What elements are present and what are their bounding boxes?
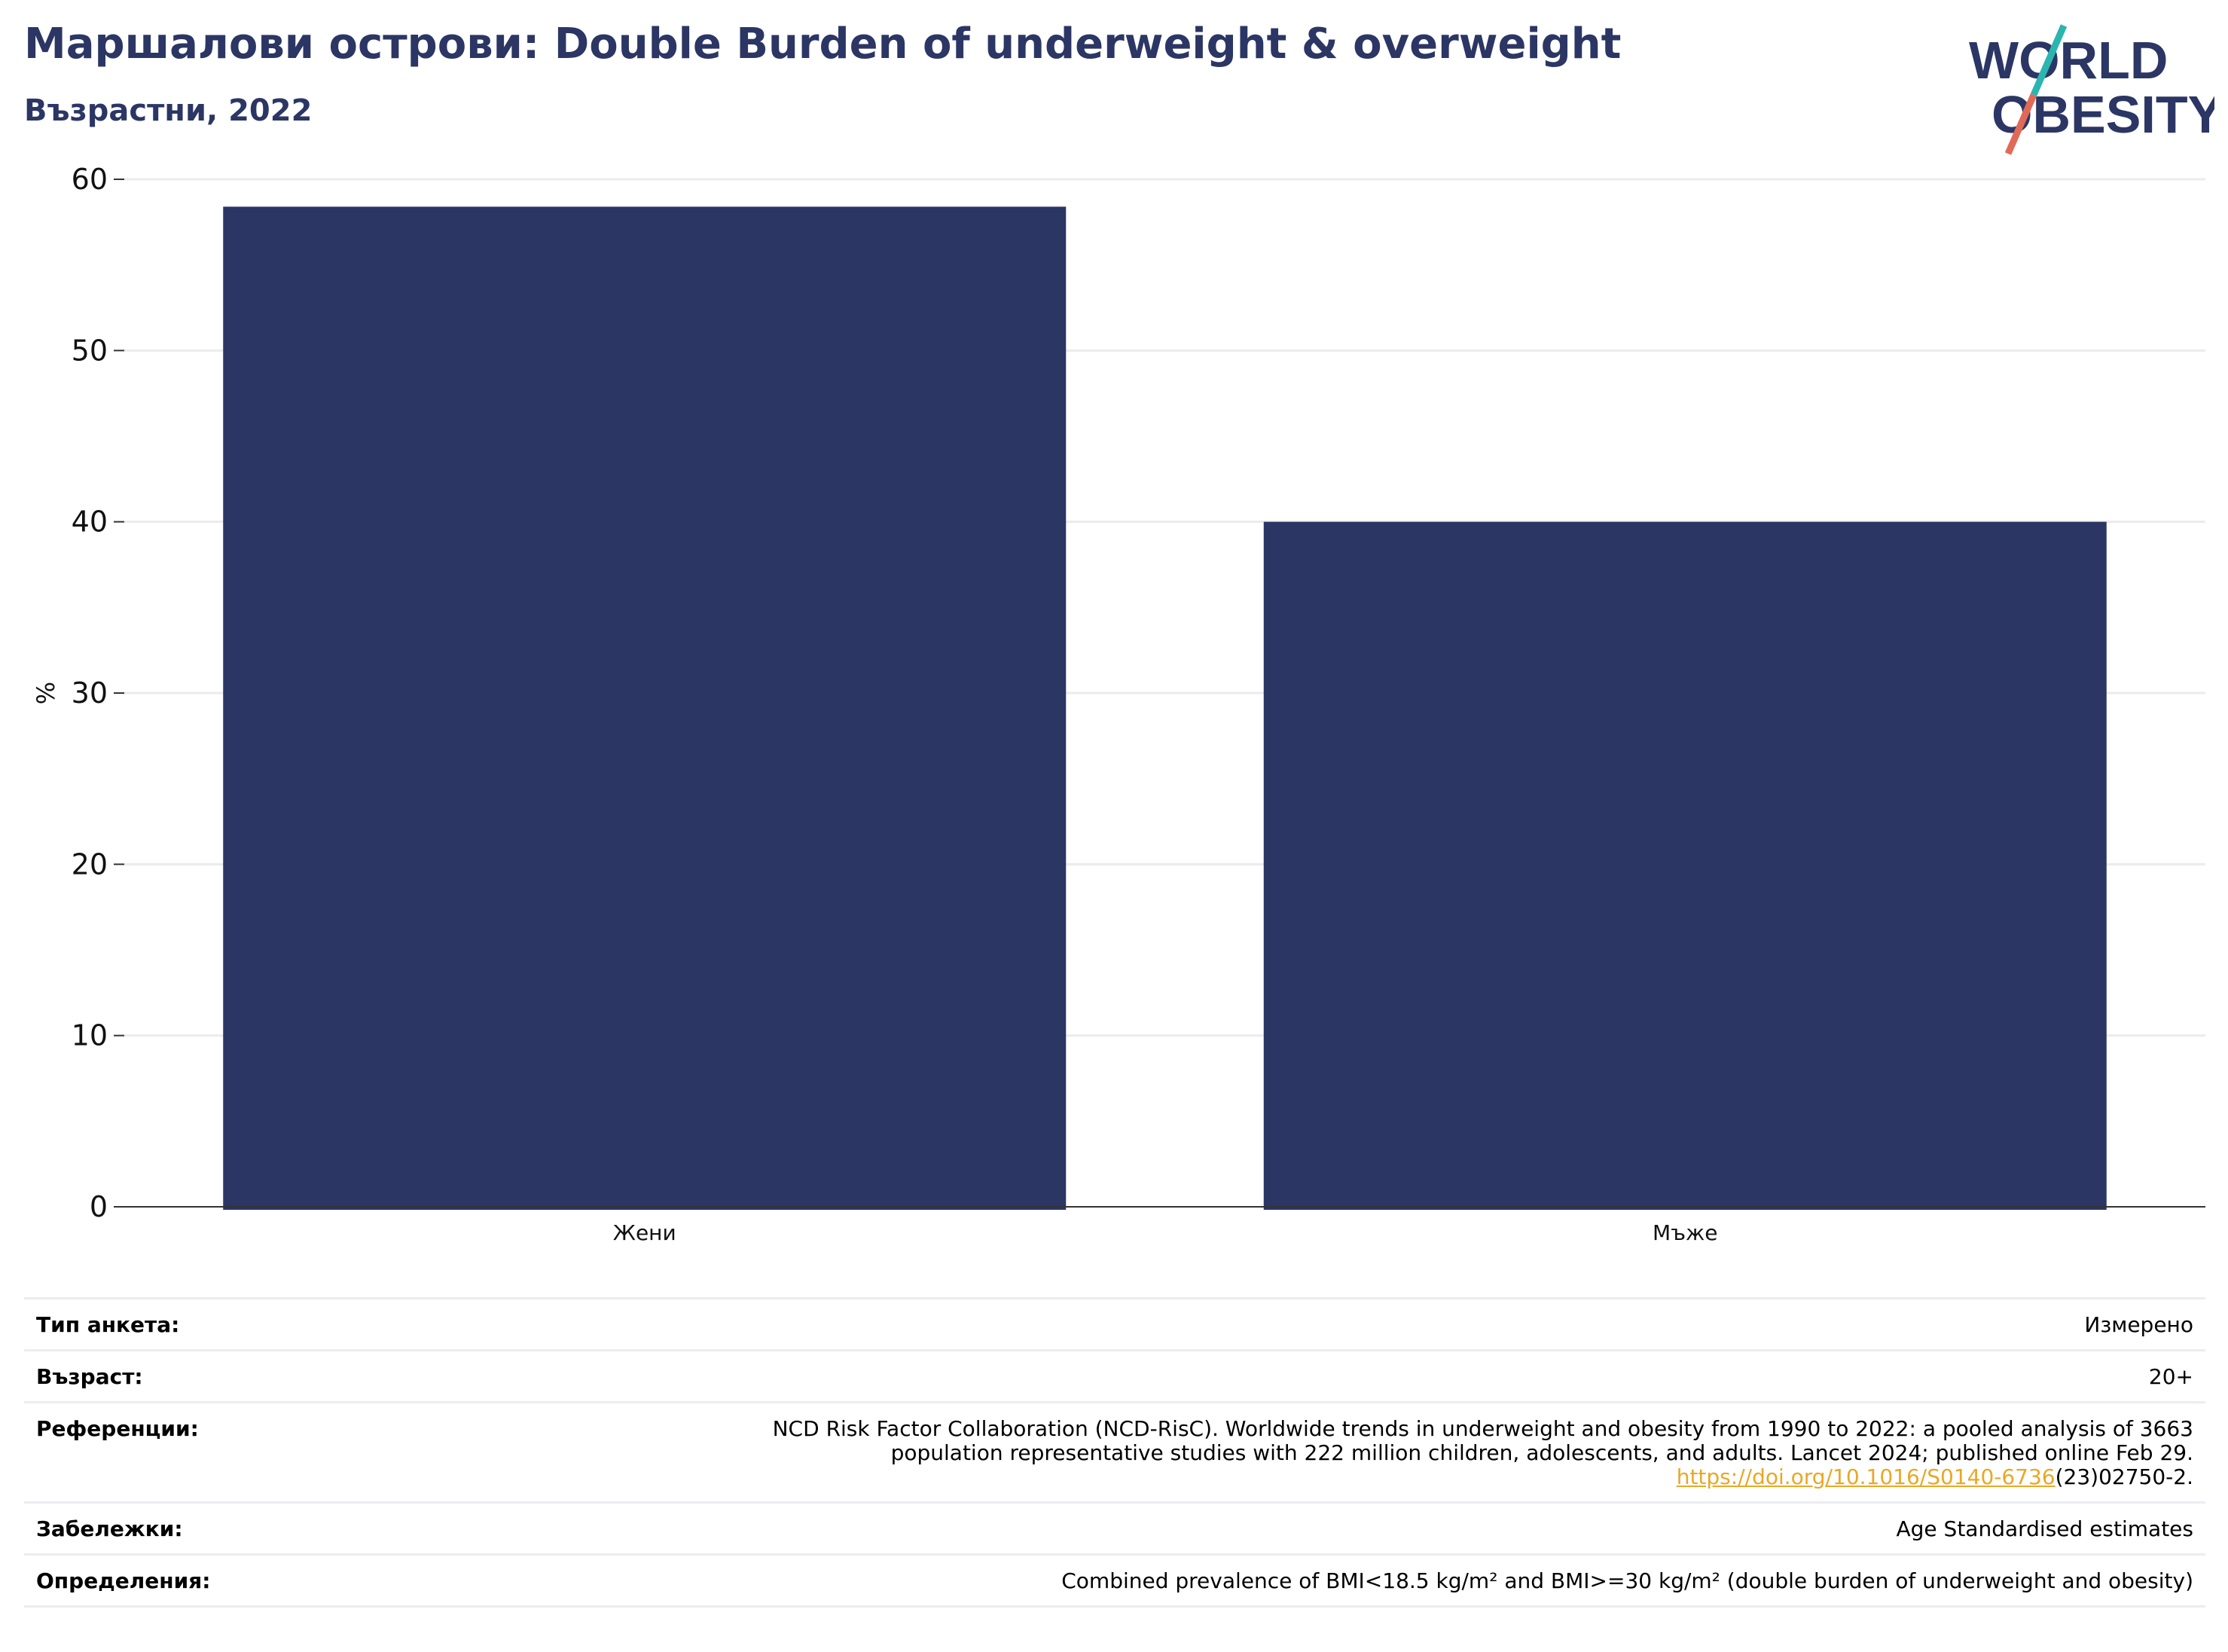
bar bbox=[1263, 521, 2107, 1210]
chart-title: Маршалови острови: Double Burden of unde… bbox=[24, 20, 1622, 69]
meta-row-survey: Тип анкета: Измерено bbox=[24, 1297, 2205, 1349]
x-tick-label: Жени bbox=[613, 1220, 676, 1245]
age-label: Възраст: bbox=[36, 1364, 143, 1389]
definitions-value: Combined prevalence of BMI<18.5 kg/m² an… bbox=[1061, 1568, 2193, 1593]
logo-slash-teal bbox=[2030, 24, 2068, 96]
references-doi-link[interactable]: https://doi.org/10.1016/S0140-6736 bbox=[1676, 1464, 2056, 1489]
y-axis-label: % bbox=[32, 682, 60, 704]
y-tick-label: 50 bbox=[72, 334, 108, 367]
chart-subtitle: Възрастни, 2022 bbox=[24, 93, 313, 128]
survey-type-value: Измерено bbox=[2084, 1312, 2193, 1337]
y-tick-label: 60 bbox=[72, 163, 108, 196]
references-line-1: NCD Risk Factor Collaboration (NCD-RisC)… bbox=[772, 1416, 2193, 1441]
x-tick-label: Мъже bbox=[1653, 1220, 1717, 1245]
y-tick-label: 30 bbox=[72, 676, 108, 710]
meta-row-notes: Забележки: Age Standardised estimates bbox=[24, 1501, 2205, 1553]
logo-word-world: WORLD bbox=[1969, 31, 2168, 90]
bar-chart: 0 10 20 30 40 50 60 Жени Мъже% bbox=[32, 163, 2205, 1245]
references-label: Референции: bbox=[36, 1416, 199, 1441]
age-value: 20+ bbox=[2148, 1364, 2193, 1389]
bar bbox=[223, 206, 1067, 1211]
notes-label: Забележки: bbox=[36, 1516, 183, 1541]
y-tick-label: 40 bbox=[72, 505, 108, 539]
meta-row-age: Възраст: 20+ bbox=[24, 1349, 2205, 1401]
meta-row-definitions: Определения: Combined prevalence of BMI<… bbox=[24, 1553, 2205, 1608]
references-value: NCD Risk Factor Collaboration (NCD-RisC)… bbox=[773, 1417, 2193, 1489]
references-tail: (23)02750-2. bbox=[2055, 1464, 2193, 1489]
y-tick-label: 20 bbox=[72, 847, 108, 881]
definitions-label: Определения: bbox=[36, 1568, 211, 1593]
y-tick-label: 0 bbox=[90, 1190, 108, 1223]
logo-slash-red bbox=[2004, 93, 2037, 155]
notes-value: Age Standardised estimates bbox=[1896, 1516, 2193, 1541]
metadata-table: Тип анкета: Измерено Възраст: 20+ Рефере… bbox=[24, 1297, 2205, 1608]
meta-row-references: Референции: NCD Risk Factor Collaboratio… bbox=[24, 1401, 2205, 1501]
survey-type-label: Тип анкета: bbox=[36, 1312, 180, 1337]
world-obesity-logo: WORLD OBESITY bbox=[1969, 24, 2214, 155]
y-tick-label: 10 bbox=[72, 1019, 108, 1052]
references-line-2: population representative studies with 2… bbox=[890, 1440, 2193, 1465]
